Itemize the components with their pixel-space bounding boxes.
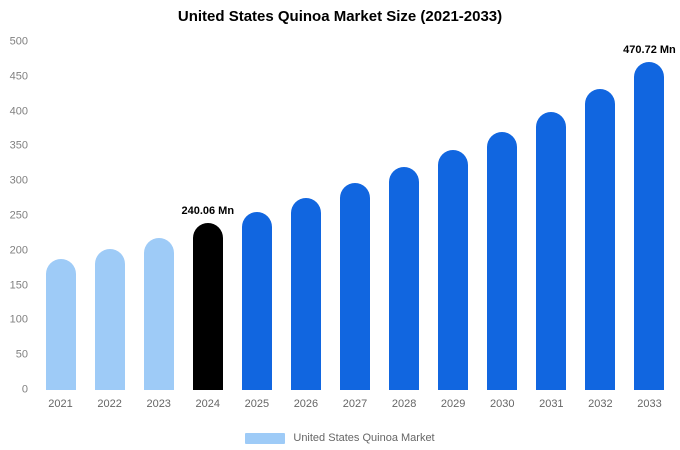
y-axis: 0 50 100 150 200 250 300 350 400 450 500 [0, 36, 30, 395]
y-tick-50: 50 [15, 348, 28, 361]
bar-2027 [340, 182, 370, 390]
bar-2026 [290, 197, 321, 390]
x-tick-2027: 2027 [342, 398, 368, 410]
bar-column-2025: 2025 [232, 42, 281, 410]
bar-2031 [536, 111, 567, 390]
x-tick-2021: 2021 [48, 398, 73, 410]
y-tick-0: 0 [21, 383, 28, 396]
value-label-2024: 240.06 Mn [181, 204, 235, 217]
y-tick-450: 450 [9, 70, 28, 83]
bar-2023 [143, 238, 174, 390]
legend-label: United States Quinoa Market [293, 432, 435, 444]
y-tick-150: 150 [9, 279, 28, 292]
chart-title: United States Quinoa Market Size (2021-2… [177, 8, 503, 25]
x-tick-2032: 2032 [588, 398, 613, 410]
y-tick-400: 400 [9, 105, 28, 118]
bar-2029 [438, 149, 469, 390]
x-tick-2025: 2025 [244, 398, 270, 410]
bar-column-2033: 2033 470.72 Mn [623, 42, 676, 410]
y-tick-200: 200 [9, 244, 28, 257]
bar-2028 [389, 167, 420, 390]
x-tick-2031: 2031 [539, 398, 564, 410]
bar-column-2022: 2022 [85, 42, 134, 410]
bar-column-2023: 2023 [134, 42, 183, 410]
x-tick-2028: 2028 [391, 398, 417, 410]
bar-2030 [487, 131, 518, 390]
bar-2021 [45, 259, 76, 390]
bar-column-2026: 2026 [281, 42, 330, 410]
bar-column-2024: 2024 240.06 Mn [181, 42, 235, 410]
bar-column-2027: 2027 [330, 42, 379, 410]
bar-column-2021: 2021 [36, 42, 85, 410]
y-tick-300: 300 [9, 174, 28, 187]
bar-2024 [192, 222, 223, 390]
value-label-2033: 470.72 Mn [623, 44, 676, 57]
legend: United States Quinoa Market [0, 432, 680, 444]
y-tick-350: 350 [9, 139, 28, 152]
bar-column-2032: 2032 [576, 42, 625, 410]
x-tick-2026: 2026 [293, 398, 319, 410]
bar-column-2030: 2030 [478, 42, 527, 410]
y-tick-250: 250 [9, 209, 28, 222]
y-tick-100: 100 [9, 313, 28, 326]
bar-2025 [241, 211, 272, 390]
x-tick-2033: 2033 [637, 398, 662, 410]
y-tick-500: 500 [9, 35, 28, 48]
bar-2033 [634, 62, 665, 390]
legend-swatch [245, 432, 286, 444]
plot-area: 2021 2022 2023 2024 240.06 Mn 2025 2026 2027 202… [36, 42, 676, 410]
x-tick-2030: 2030 [490, 398, 515, 410]
x-tick-2023: 2023 [146, 398, 171, 410]
x-tick-2024: 2024 [195, 398, 221, 410]
bar-column-2029: 2029 [429, 42, 478, 410]
bar-2022 [94, 249, 125, 390]
bar-2032 [585, 88, 616, 390]
bar-column-2028: 2028 [380, 42, 429, 410]
bar-column-2031: 2031 [527, 42, 576, 410]
x-tick-2029: 2029 [440, 398, 466, 410]
x-tick-2022: 2022 [97, 398, 122, 410]
